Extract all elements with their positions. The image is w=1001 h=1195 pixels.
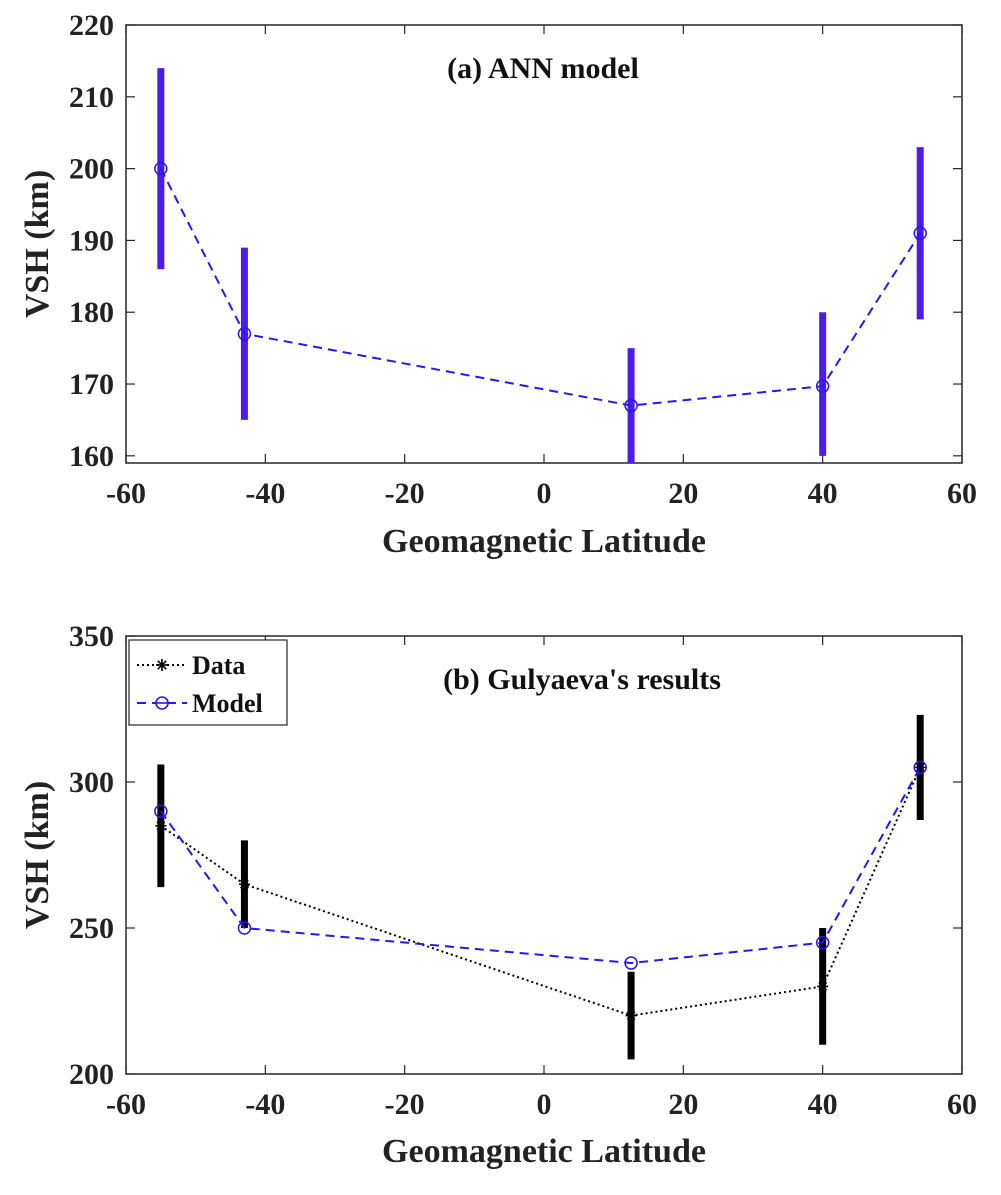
data-point-data <box>625 1010 637 1022</box>
x-tick-label: 20 <box>668 477 698 510</box>
data-point-data <box>817 980 829 992</box>
x-tick-label: 40 <box>808 477 838 510</box>
x-tick-label: 0 <box>537 477 552 510</box>
y-tick-label: 200 <box>69 1058 114 1091</box>
series-lines <box>159 168 922 407</box>
x-tick-label: -40 <box>245 1088 285 1121</box>
legend-label-data: Data <box>192 651 245 680</box>
data-point-model <box>913 760 927 775</box>
y-tick-label: 160 <box>69 440 114 473</box>
legend-swatch-data-marker <box>156 659 168 671</box>
data-point-ann <box>154 161 168 176</box>
plot-area-frame <box>125 24 963 464</box>
series-markers <box>154 161 927 413</box>
axis-ticks <box>125 24 963 463</box>
legend-item-data: Data <box>137 651 245 680</box>
y-tick-label: 200 <box>69 153 114 186</box>
x-tick-label: 40 <box>808 1088 838 1121</box>
panel-title: (b) Gulyaeva's results <box>443 663 721 696</box>
x-tick-label: -60 <box>106 1088 146 1121</box>
axis-ticks <box>125 635 963 1075</box>
legend-item-model: Model <box>137 689 263 718</box>
y-tick-labels: 200 250 300 350 <box>69 620 114 1091</box>
data-point-ann <box>624 398 638 413</box>
y-tick-label: 170 <box>69 368 114 401</box>
data-point-data <box>914 761 926 773</box>
series-line-ann <box>159 168 922 407</box>
x-tick-label: 60 <box>947 1088 977 1121</box>
data-point-data <box>155 820 167 832</box>
panel-a-ann-model: -60 -40 -20 0 20 40 60 160 170 180 190 200 210 220 (… <box>19 9 977 560</box>
x-tick-label: 20 <box>668 1088 698 1121</box>
series-line-model <box>160 766 922 965</box>
y-tick-label: 180 <box>69 296 114 329</box>
data-point-model <box>154 804 168 818</box>
x-tick-label: 60 <box>947 477 977 510</box>
x-tick-label: -20 <box>385 477 425 510</box>
legend-label-model: Model <box>192 689 263 718</box>
x-axis-label: Geomagnetic Latitude <box>382 523 706 560</box>
data-point-ann <box>237 327 252 341</box>
x-axis-label: Geomagnetic Latitude <box>382 1133 706 1170</box>
y-tick-labels: 160 170 180 190 200 210 220 <box>69 9 114 473</box>
y-tick-label: 250 <box>69 912 114 945</box>
x-tick-label: -20 <box>385 1088 425 1121</box>
x-tick-labels: -60 -40 -20 0 20 40 60 <box>106 1088 977 1121</box>
x-tick-label: -60 <box>106 477 146 510</box>
data-point-model <box>624 956 638 970</box>
legend-box <box>128 639 288 726</box>
x-tick-labels: -60 -40 -20 0 20 40 60 <box>106 477 977 510</box>
data-point-data <box>238 878 250 890</box>
x-tick-label: -40 <box>245 477 285 510</box>
legend: Data Model <box>128 639 288 726</box>
data-point-ann <box>815 379 830 393</box>
panel-title: (a) ANN model <box>447 52 639 85</box>
y-tick-label: 220 <box>69 9 114 42</box>
data-point-model <box>237 921 252 935</box>
y-tick-label: 350 <box>69 620 114 653</box>
data-point-ann <box>913 226 927 240</box>
series-markers <box>154 760 927 1022</box>
y-tick-label: 210 <box>69 81 114 114</box>
y-tick-label: 300 <box>69 766 114 799</box>
data-point-model <box>815 935 830 950</box>
y-axis-label: VSH (km) <box>19 170 56 318</box>
x-tick-label: 0 <box>537 1088 552 1121</box>
y-tick-label: 190 <box>69 224 114 257</box>
y-axis-label: VSH (km) <box>19 781 56 929</box>
panel-b-gulyaeva-results: -60 -40 -20 0 20 40 60 200 250 300 350 (b) Gulyae… <box>19 620 977 1170</box>
